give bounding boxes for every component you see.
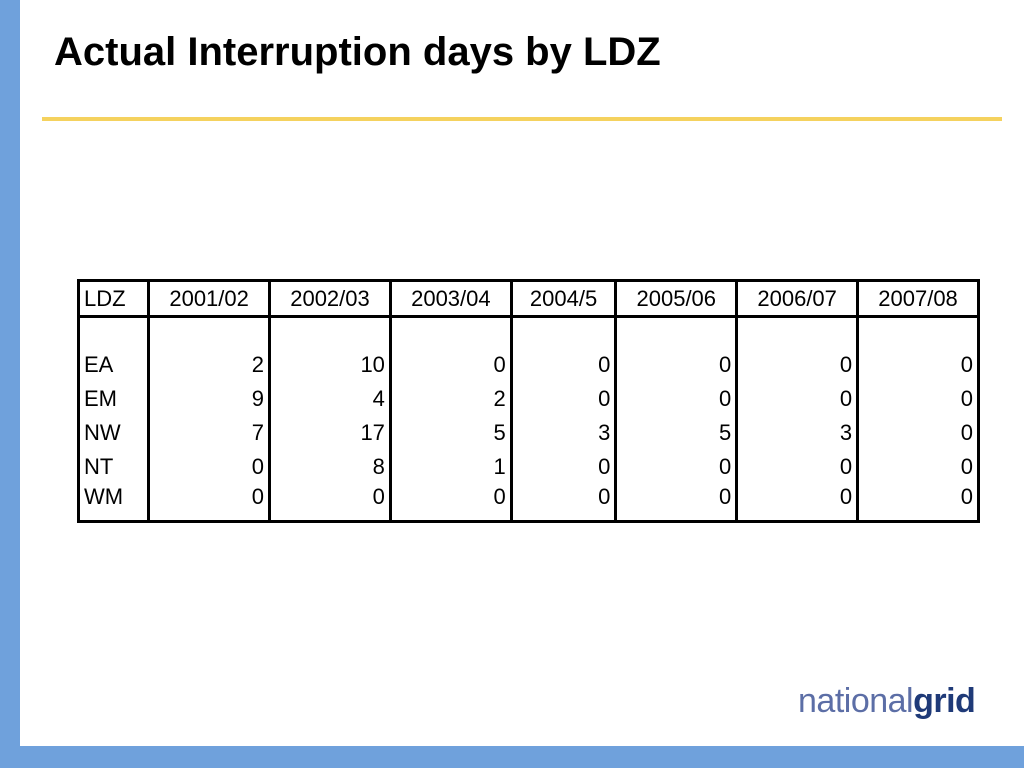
interruption-days-table: LDZ 2001/02 2002/03 2003/04 2004/5 2005/… — [77, 279, 980, 523]
ldz-cell: NW — [84, 420, 121, 445]
value-cell: 1 — [388, 450, 512, 484]
value-cell: 0 — [388, 348, 512, 382]
value-cell: 0 — [735, 450, 858, 484]
bottom-accent-bar — [0, 746, 1024, 768]
value-cell: 7 — [147, 416, 270, 450]
table-spacer-row — [79, 316, 979, 348]
value-cell: 8 — [268, 450, 391, 484]
table-row: EM 9 4 2 0 0 0 0 — [79, 382, 979, 416]
column-header-2002-03: 2002/03 — [268, 280, 391, 318]
table-row: WM 0 0 0 0 0 0 0 — [79, 484, 979, 522]
slide-title: Actual Interruption days by LDZ — [54, 30, 661, 74]
value-cell: 0 — [614, 348, 737, 382]
column-header-2003-04: 2003/04 — [388, 280, 512, 318]
value-cell: 0 — [509, 348, 616, 382]
logo-text-grid: grid — [913, 682, 976, 720]
column-header-2004-5: 2004/5 — [509, 280, 616, 318]
ldz-cell: EM — [84, 386, 117, 411]
value-cell: 0 — [856, 450, 979, 484]
value-cell: 0 — [614, 450, 737, 484]
column-header-2005-06: 2005/06 — [614, 280, 737, 318]
ldz-cell: WM — [84, 484, 124, 509]
left-accent-bar — [0, 0, 20, 768]
ldz-cell: EA — [84, 352, 114, 377]
value-cell: 0 — [735, 348, 858, 382]
value-cell: 0 — [147, 450, 270, 484]
table-row: EA 2 10 0 0 0 0 0 — [79, 348, 979, 382]
value-cell: 0 — [388, 484, 512, 522]
ldz-cell: NT — [84, 454, 114, 479]
value-cell: 0 — [735, 382, 858, 416]
value-cell: 0 — [509, 382, 616, 416]
value-cell: 0 — [614, 382, 737, 416]
national-grid-logo: nationalgrid — [798, 682, 976, 721]
value-cell: 0 — [147, 484, 270, 522]
value-cell: 0 — [856, 484, 979, 522]
column-header-2006-07: 2006/07 — [735, 280, 858, 318]
value-cell: 0 — [856, 416, 979, 450]
value-cell: 0 — [268, 484, 391, 522]
value-cell: 5 — [614, 416, 737, 450]
value-cell: 17 — [268, 416, 391, 450]
value-cell: 3 — [735, 416, 858, 450]
table-row: NT 0 8 1 0 0 0 0 — [79, 450, 979, 484]
value-cell: 10 — [268, 348, 391, 382]
value-cell: 3 — [509, 416, 616, 450]
table-row: NW 7 17 5 3 5 3 0 — [79, 416, 979, 450]
value-cell: 0 — [509, 450, 616, 484]
value-cell: 0 — [856, 348, 979, 382]
column-header-ldz: LDZ — [78, 280, 149, 318]
logo-text-national: national — [798, 682, 914, 720]
value-cell: 5 — [388, 416, 512, 450]
value-cell: 4 — [268, 382, 391, 416]
column-header-2001-02: 2001/02 — [147, 280, 270, 318]
title-underline — [42, 117, 1002, 121]
value-cell: 9 — [147, 382, 270, 416]
value-cell: 0 — [509, 484, 616, 522]
table-header-row: LDZ 2001/02 2002/03 2003/04 2004/5 2005/… — [78, 280, 979, 318]
value-cell: 2 — [388, 382, 512, 416]
value-cell: 2 — [147, 348, 270, 382]
value-cell: 0 — [856, 382, 979, 416]
value-cell: 0 — [614, 484, 737, 522]
column-header-2007-08: 2007/08 — [856, 280, 979, 318]
value-cell: 0 — [735, 484, 858, 522]
